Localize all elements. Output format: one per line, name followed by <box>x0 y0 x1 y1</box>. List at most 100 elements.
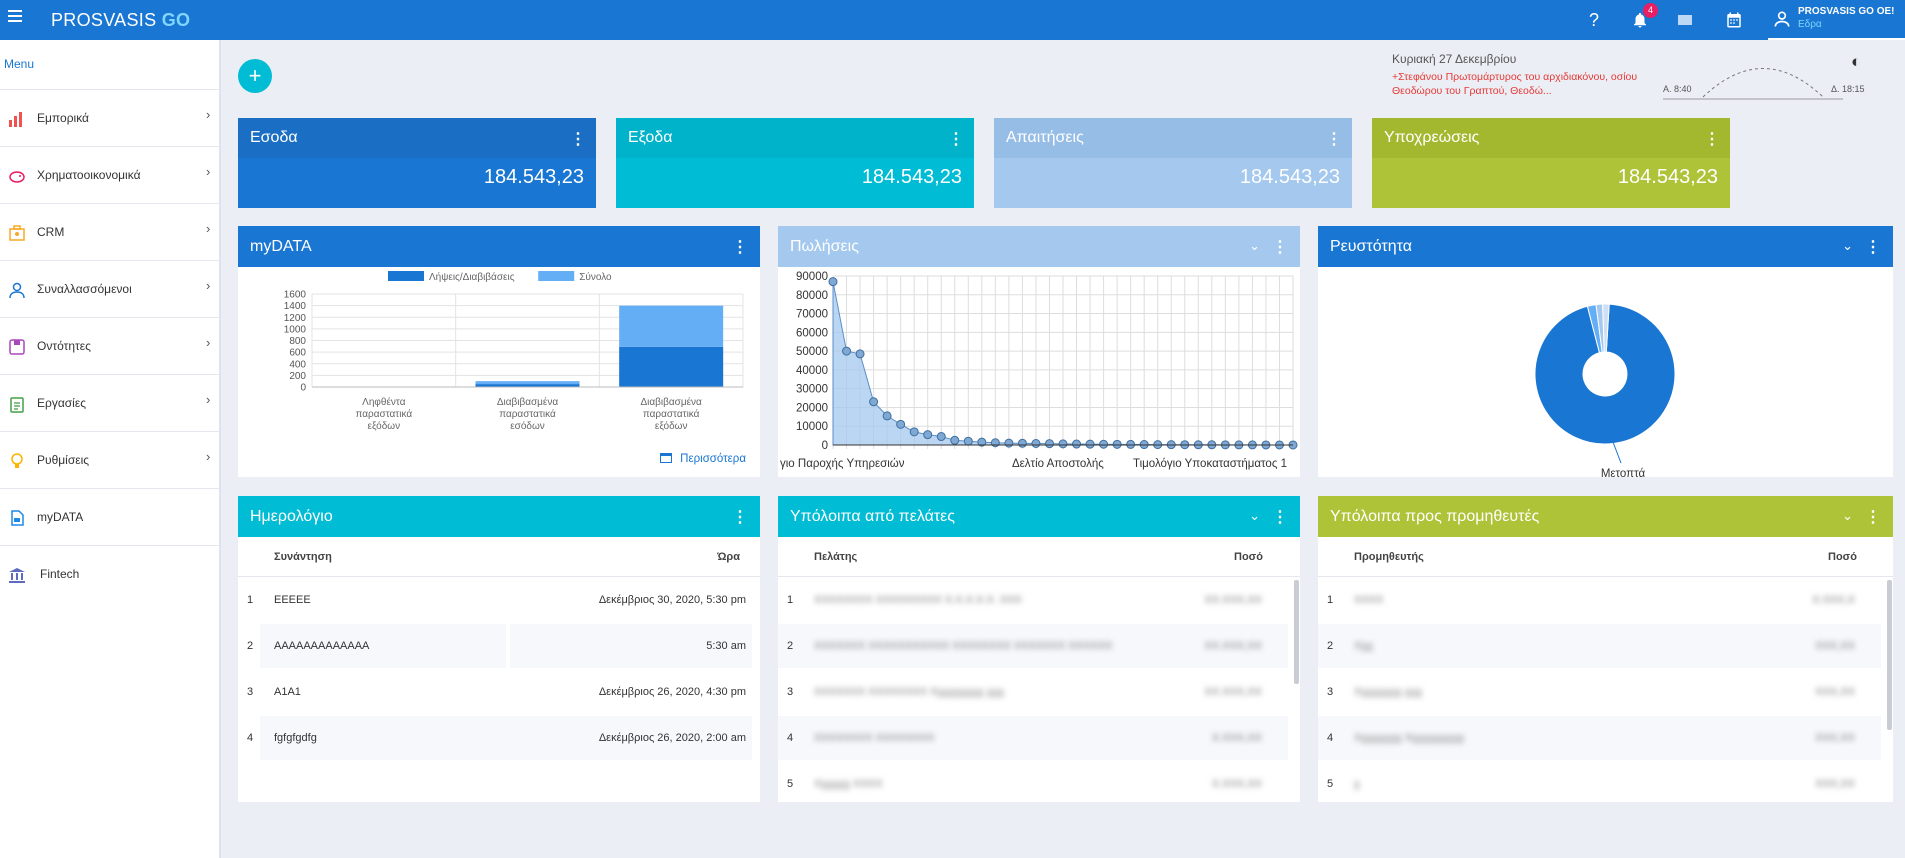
table-row[interactable]: 3 Χχχχχχχχ χχχ ΧΧΧ,ΧΧ <box>1318 670 1881 714</box>
event-time: Δεκέμβριος 26, 2020, 2:00 am <box>598 732 746 744</box>
sidebar-item-commercial[interactable]: Εμπορικά › <box>0 89 219 146</box>
bank-icon <box>9 568 25 583</box>
scrollbar-thumb[interactable] <box>1294 580 1299 684</box>
sidebar-item-fintech[interactable]: Fintech <box>0 545 219 602</box>
brand-logo[interactable]: PROSVASIS GO <box>51 10 190 31</box>
sunrise-time: Α. 8:40 <box>1663 84 1692 94</box>
column-header-customer[interactable]: Πελάτης <box>814 551 858 563</box>
kpi-title: Εξοδα <box>628 129 673 146</box>
kpi-receivables[interactable]: Απαιτήσεις ⋮ 184.543,23 <box>994 118 1352 208</box>
table-row[interactable]: 3 A1A1 Δεκέμβριος 26, 2020, 4:30 pm <box>238 670 760 714</box>
hamburger-menu-icon[interactable] <box>8 10 22 22</box>
y-tick-label: 50000 <box>796 346 828 358</box>
more-vert-icon[interactable]: ⋮ <box>732 509 748 526</box>
more-vert-icon[interactable]: ⋮ <box>732 239 748 256</box>
calendar-small-icon <box>660 453 673 463</box>
more-vert-icon[interactable]: ⋮ <box>1865 239 1881 256</box>
scrollbar-thumb[interactable] <box>1887 580 1892 730</box>
data-point <box>869 397 879 407</box>
sidebar-item-finance[interactable]: Χρηματοοικονομικά › <box>0 146 219 203</box>
table-row[interactable]: 4 fgfgfgdfg Δεκέμβριος 26, 2020, 2:00 am <box>238 716 760 760</box>
current-date: Κυριακή 27 Δεκεμβρίου <box>1392 52 1517 66</box>
cell-bg <box>260 716 752 760</box>
bell-icon[interactable] <box>1628 8 1652 32</box>
chevron-down-icon[interactable]: ⌄ <box>1249 238 1260 253</box>
brand-go: GO <box>161 10 191 30</box>
table-row[interactable]: 5 Χχχχχχ ΧΧΧΧ Χ.ΧΧΧ,ΧΧ <box>778 762 1288 802</box>
more-vert-icon[interactable]: ⋮ <box>1704 131 1720 148</box>
table-row[interactable]: 2 Χχχ ΧΧΧ,ΧΧ <box>1318 624 1881 668</box>
sidebar-item-tasks[interactable]: Εργασίες › <box>0 374 219 431</box>
sidebar-item-label: myDATA <box>37 510 84 524</box>
chevron-down-icon[interactable]: ⌄ <box>1249 508 1260 523</box>
kpi-payables[interactable]: Υποχρεώσεις ⋮ 184.543,23 <box>1372 118 1730 208</box>
column-header-amount[interactable]: Ποσό <box>1828 551 1857 563</box>
more-vert-icon[interactable]: ⋮ <box>1272 509 1288 526</box>
bar-segment <box>619 305 724 347</box>
chevron-right-icon: › <box>206 278 211 293</box>
table-row[interactable]: 5 χ ΧΧΧ,ΧΧ <box>1318 762 1881 802</box>
user-account-menu[interactable]: PROSVASIS GO OE! Εδρα <box>1768 0 1905 40</box>
legend-swatch <box>538 271 575 281</box>
more-link[interactable]: Περισσότερα <box>660 453 746 465</box>
row-number: 1 <box>247 594 254 606</box>
row-number: 5 <box>787 778 794 790</box>
table-row[interactable]: 4 ΧΧΧΧΧΧΧΧ ΧΧΧΧΧΧΧΧ Χ.ΧΧΧ,ΧΧ <box>778 716 1288 760</box>
column-header-event[interactable]: Συνάντηση <box>274 551 332 563</box>
message-icon[interactable] <box>1673 8 1697 32</box>
column-header-time[interactable]: Ώρα <box>717 551 740 563</box>
more-vert-icon[interactable]: ⋮ <box>1865 509 1881 526</box>
user-name: PROSVASIS GO OE! <box>1798 6 1895 17</box>
chevron-down-icon[interactable]: ⌄ <box>1842 508 1853 523</box>
supplier-name: ΧΧΧΧ <box>1354 594 1384 606</box>
chevron-right-icon: › <box>206 335 211 350</box>
more-vert-icon[interactable]: ⋮ <box>1272 239 1288 256</box>
sidebar-item-entities[interactable]: Οντότητες › <box>0 317 219 374</box>
table-row[interactable]: 2 AAAAAAAAAAAAA 5:30 am <box>238 624 760 668</box>
table-row[interactable]: 3 ΧΧΧΧΧΧΧ ΧΧΧΧΧΧΧΧ Χχχχχχχχχ χχχ ΧΧ.ΧΧΧ,… <box>778 670 1288 714</box>
notification-badge: 4 <box>1643 3 1658 18</box>
kpi-expenses[interactable]: Εξοδα ⋮ 184.543,23 <box>616 118 974 208</box>
column-header-supplier[interactable]: Προμηθευτής <box>1354 551 1424 563</box>
sidebar-item-crm[interactable]: CRM › <box>0 203 219 260</box>
y-tick-label: 80000 <box>796 290 828 302</box>
more-vert-icon[interactable]: ⋮ <box>948 131 964 148</box>
saint-of-day[interactable]: +Στεφάνου Πρωτομάρτυρος του αρχιδιακόνου… <box>1392 71 1638 97</box>
data-point <box>842 346 852 356</box>
cell-bg <box>510 624 752 668</box>
sidebar-item-label: Χρηματοοικονομικά <box>37 168 141 182</box>
column-header-amount[interactable]: Ποσό <box>1234 551 1263 563</box>
bar-segment <box>475 381 580 385</box>
y-tick-label: 800 <box>289 336 306 347</box>
data-point <box>1085 439 1095 449</box>
x-tick-label: εξόδων <box>655 420 688 432</box>
event-name: fgfgfgdfg <box>274 732 317 744</box>
row-number: 2 <box>1327 640 1334 652</box>
table-row[interactable]: 2 ΧΧΧΧΧΧΧ ΧΧΧΧΧΧΧΧΧΧΧ ΧΧΧΧΧΧΧΧ ΧΧΧΧΧΧΧ Χ… <box>778 624 1288 668</box>
sidebar-item-mydata[interactable]: myDATA <box>0 488 219 545</box>
table-row[interactable]: 1 EEEEE Δεκέμβριος 30, 2020, 5:30 pm <box>238 578 760 622</box>
y-tick-label: 30000 <box>796 384 828 396</box>
x-tick-label: γιο Παροχής Υπηρεσιών <box>780 458 905 470</box>
table-row[interactable]: 1 ΧΧΧΧΧΧΧΧ ΧΧΧΧΧΧΧΧΧ Χ.Χ.Χ.Χ.Χ. ΧΧΧ ΧΧ.Χ… <box>778 578 1288 622</box>
table-row[interactable]: 1 ΧΧΧΧ Χ.ΧΧΧ,Χ <box>1318 578 1881 622</box>
help-icon[interactable]: ? <box>1588 10 1599 30</box>
customer-name: ΧΧΧΧΧΧΧ ΧΧΧΧΧΧΧΧΧΧΧ ΧΧΧΧΧΧΧΧ ΧΧΧΧΧΧΧ ΧΧΧ… <box>814 640 1113 652</box>
data-point <box>1004 438 1014 448</box>
more-vert-icon[interactable]: ⋮ <box>1326 131 1342 148</box>
data-point <box>1017 438 1027 448</box>
kpi-income[interactable]: Εσοδα ⋮ 184.543,23 <box>238 118 596 208</box>
row-number: 4 <box>247 732 254 744</box>
briefcase-icon <box>9 225 25 241</box>
table-row[interactable]: 4 Χχχχχχχχ Χχχχχχχχχχ ΧΧΧ,ΧΧ <box>1318 716 1881 760</box>
calendar-icon[interactable] <box>1722 8 1746 32</box>
y-tick-label: 90000 <box>796 271 828 283</box>
slice-label: Μετοπτά <box>1601 468 1646 477</box>
add-button[interactable]: + <box>238 59 272 93</box>
chevron-down-icon[interactable]: ⌄ <box>1842 238 1853 253</box>
supplier-amount: ΧΧΧ,ΧΧ <box>1815 732 1855 744</box>
more-vert-icon[interactable]: ⋮ <box>570 131 586 148</box>
customer-amount: ΧΧ.ΧΧΧ,ΧΧ <box>1204 640 1262 652</box>
sidebar-item-settings[interactable]: Ρυθμίσεις › <box>0 431 219 488</box>
sidebar-item-contacts[interactable]: Συναλλασσόμενοι › <box>0 260 219 317</box>
